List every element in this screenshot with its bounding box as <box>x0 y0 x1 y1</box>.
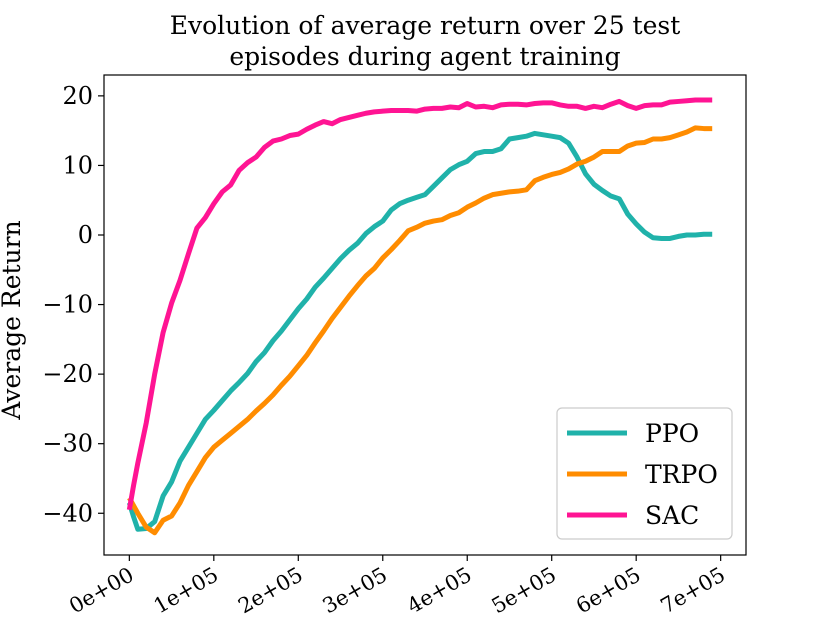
series-line-ppo <box>126 130 713 532</box>
x-tick-label: 0e+00 <box>65 563 138 619</box>
legend-frame <box>556 407 733 540</box>
series-line-trpo <box>127 125 713 536</box>
y-axis-ticks: −40 −30 −20 −10 0 10 20 <box>42 82 104 527</box>
legend-label-ppo: PPO <box>645 419 699 448</box>
y-tick-label: −30 <box>42 430 93 458</box>
x-tick-label: 7e+05 <box>656 563 729 619</box>
chart-title: Evolution of average return over 25 test… <box>170 11 681 71</box>
x-tick-label: 4e+05 <box>403 563 476 619</box>
x-tick-label: 3e+05 <box>319 563 392 619</box>
y-axis-label: Average Return <box>0 220 26 420</box>
y-tick-label: −40 <box>42 499 93 527</box>
x-tick-label: 2e+05 <box>234 563 307 619</box>
x-tick-label: 5e+05 <box>487 563 560 619</box>
y-tick-label: −20 <box>42 360 93 388</box>
x-axis-ticks: 0e+00 1e+05 2e+05 3e+05 4e+05 5e+05 6e+05 7e+05 <box>65 555 729 618</box>
legend-label-sac: SAC <box>645 501 699 530</box>
series-layer <box>126 97 713 536</box>
y-tick-label: 0 <box>78 221 93 249</box>
y-tick-label: −10 <box>42 291 93 319</box>
y-tick-label: 10 <box>62 151 93 179</box>
legend: PPO TRPO SAC <box>556 407 733 540</box>
x-tick-label: 6e+05 <box>572 563 645 619</box>
legend-label-trpo: TRPO <box>645 460 718 489</box>
x-tick-label: 1e+05 <box>150 563 223 619</box>
series-line-sac <box>126 97 713 511</box>
title-line-2: episodes during agent training <box>229 42 620 71</box>
plot-frame <box>103 74 747 556</box>
title-line-1: Evolution of average return over 25 test <box>170 11 681 40</box>
y-tick-label: 20 <box>62 82 93 110</box>
